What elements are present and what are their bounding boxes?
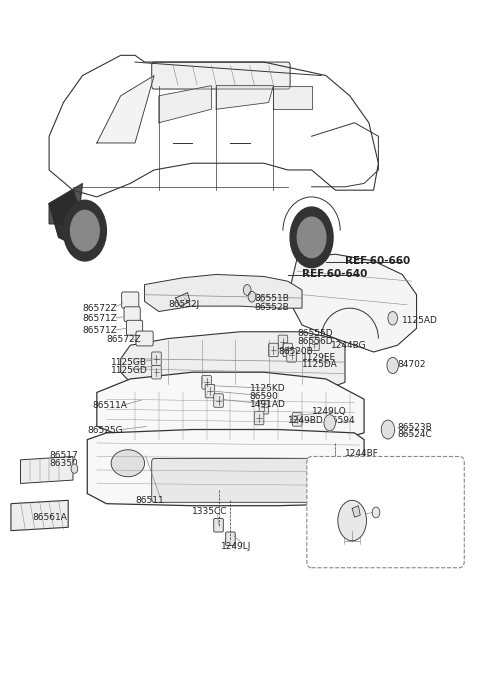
FancyBboxPatch shape <box>292 413 302 426</box>
FancyBboxPatch shape <box>121 292 139 308</box>
Text: 92202: 92202 <box>355 546 383 555</box>
Text: 86511: 86511 <box>135 496 164 505</box>
Polygon shape <box>352 506 360 517</box>
Text: 1125GB: 1125GB <box>111 358 147 367</box>
Text: 86524C: 86524C <box>397 431 432 439</box>
Polygon shape <box>49 190 83 244</box>
Text: 1125DA: 1125DA <box>302 359 338 368</box>
FancyBboxPatch shape <box>310 337 319 351</box>
Polygon shape <box>159 86 211 123</box>
Circle shape <box>372 507 380 518</box>
FancyBboxPatch shape <box>259 401 269 414</box>
Text: 86511A: 86511A <box>92 401 127 410</box>
Text: (W/FOG LAMP): (W/FOG LAMP) <box>355 483 420 493</box>
Circle shape <box>381 420 395 439</box>
Text: 86552B: 86552B <box>254 303 289 312</box>
Circle shape <box>63 200 107 261</box>
Polygon shape <box>288 255 417 352</box>
Text: REF.60-640: REF.60-640 <box>302 269 367 280</box>
Text: 86523B: 86523B <box>397 423 432 432</box>
FancyBboxPatch shape <box>136 331 153 346</box>
Text: 86571Z: 86571Z <box>83 313 118 323</box>
Circle shape <box>71 211 99 251</box>
Text: 86572Z: 86572Z <box>107 335 141 345</box>
FancyBboxPatch shape <box>283 343 292 357</box>
Text: 1244BF: 1244BF <box>345 449 379 458</box>
FancyBboxPatch shape <box>214 394 223 408</box>
FancyBboxPatch shape <box>152 366 161 379</box>
Text: 1129EE: 1129EE <box>302 353 336 362</box>
Circle shape <box>324 415 336 431</box>
FancyBboxPatch shape <box>254 412 264 424</box>
Text: 86551B: 86551B <box>254 294 289 303</box>
Polygon shape <box>120 332 345 389</box>
Circle shape <box>248 291 256 302</box>
Text: 86520B: 86520B <box>278 347 313 357</box>
FancyBboxPatch shape <box>124 307 140 322</box>
FancyBboxPatch shape <box>152 62 290 89</box>
Polygon shape <box>11 500 68 531</box>
FancyBboxPatch shape <box>152 352 161 366</box>
Text: 86594: 86594 <box>326 416 355 425</box>
Polygon shape <box>97 372 364 443</box>
FancyBboxPatch shape <box>214 519 223 532</box>
Polygon shape <box>144 274 302 311</box>
Text: 1335CC: 1335CC <box>192 507 228 517</box>
FancyBboxPatch shape <box>205 385 215 398</box>
Text: 1249BD: 1249BD <box>288 416 324 425</box>
FancyBboxPatch shape <box>331 461 340 475</box>
Text: 1249LQ: 1249LQ <box>312 408 347 416</box>
Text: 1125GD: 1125GD <box>111 366 148 374</box>
Circle shape <box>290 207 333 267</box>
Circle shape <box>297 217 326 257</box>
Polygon shape <box>87 429 364 506</box>
Polygon shape <box>176 292 190 306</box>
FancyBboxPatch shape <box>269 343 278 357</box>
Text: REF.60-660: REF.60-660 <box>345 256 410 266</box>
Text: 1491AD: 1491AD <box>250 400 286 409</box>
Text: 86561A: 86561A <box>33 512 67 522</box>
Text: 86350: 86350 <box>49 459 78 468</box>
Polygon shape <box>49 183 83 224</box>
FancyBboxPatch shape <box>152 458 309 502</box>
Text: 1244BG: 1244BG <box>331 341 366 351</box>
Text: 86590: 86590 <box>250 392 278 401</box>
Text: 86525G: 86525G <box>87 426 123 435</box>
Text: 86517: 86517 <box>49 451 78 460</box>
Ellipse shape <box>111 450 144 477</box>
Text: 1125KD: 1125KD <box>250 384 285 393</box>
Circle shape <box>388 311 397 325</box>
Circle shape <box>243 284 251 295</box>
Text: 86556D: 86556D <box>297 337 333 347</box>
Polygon shape <box>216 86 274 109</box>
FancyBboxPatch shape <box>126 320 143 335</box>
Text: 86572Z: 86572Z <box>83 304 117 313</box>
Text: 84702: 84702 <box>397 359 426 368</box>
Text: 92201: 92201 <box>355 538 383 547</box>
Text: 1125AD: 1125AD <box>402 315 438 325</box>
Polygon shape <box>97 76 154 143</box>
Polygon shape <box>21 456 73 483</box>
FancyBboxPatch shape <box>226 532 235 546</box>
Text: 86552J: 86552J <box>168 300 200 309</box>
FancyBboxPatch shape <box>278 335 288 349</box>
Circle shape <box>338 500 366 541</box>
FancyBboxPatch shape <box>287 349 296 362</box>
Text: 86571Z: 86571Z <box>83 326 118 335</box>
Text: 18647: 18647 <box>369 512 397 522</box>
FancyBboxPatch shape <box>307 456 464 568</box>
FancyBboxPatch shape <box>202 376 211 389</box>
Circle shape <box>71 464 78 473</box>
Polygon shape <box>274 86 312 109</box>
Text: 1249LJ: 1249LJ <box>221 542 252 550</box>
Circle shape <box>387 357 398 374</box>
Text: 86555D: 86555D <box>297 329 333 338</box>
